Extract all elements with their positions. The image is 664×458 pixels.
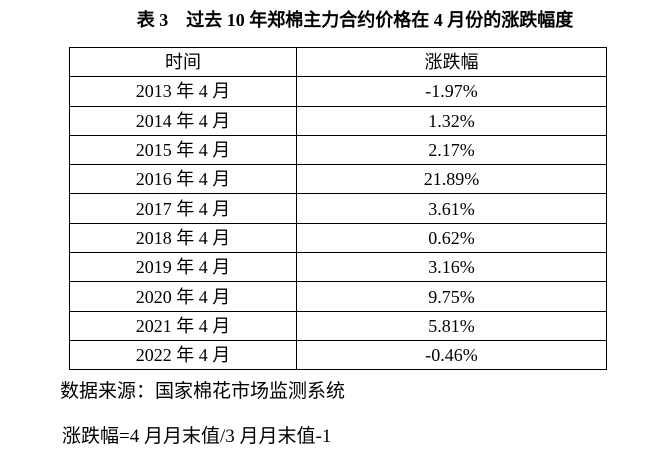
table-cell: 2016 年 4 月 bbox=[69, 164, 297, 195]
table-row: 2022 年 4 月 -0.46% bbox=[69, 339, 607, 371]
table-row: 2014 年 4 月 1.32% bbox=[69, 105, 607, 136]
table-row: 2017 年 4 月 3.61% bbox=[69, 193, 607, 224]
table-title: 过去 10 年郑棉主力合约价格在 4 月份的涨跌幅度 bbox=[186, 10, 574, 30]
table-cell: 2022 年 4 月 bbox=[69, 339, 297, 371]
table-cell: 2019 年 4 月 bbox=[69, 252, 297, 283]
table-row: 2015 年 4 月 2.17% bbox=[69, 134, 607, 166]
table-row: 2019 年 4 月 3.16% bbox=[69, 252, 607, 283]
header-row: 时间 涨跌幅 bbox=[69, 46, 607, 78]
table-cell: 2014 年 4 月 bbox=[69, 105, 297, 136]
table-cell: 0.62% bbox=[296, 222, 607, 254]
column-header: 时间 bbox=[69, 46, 297, 78]
table-row: 2016 年 4 月 21.89% bbox=[69, 164, 607, 195]
table-cell: 2013 年 4 月 bbox=[69, 76, 297, 107]
table-cell: 2017 年 4 月 bbox=[69, 193, 297, 224]
table-cell: 21.89% bbox=[296, 164, 607, 195]
table-row: 2020 年 4 月 9.75% bbox=[69, 281, 607, 312]
table-row: 2021 年 4 月 5.81% bbox=[69, 310, 607, 341]
table-cell: 9.75% bbox=[296, 281, 607, 312]
table-cell: 3.61% bbox=[296, 193, 607, 224]
table-row: 2013 年 4 月 -1.97% bbox=[69, 76, 607, 107]
table-cell: 2020 年 4 月 bbox=[69, 281, 297, 312]
table-cell: 2021 年 4 月 bbox=[69, 310, 297, 341]
table-cell: 2.17% bbox=[296, 134, 607, 166]
column-header: 涨跌幅 bbox=[296, 46, 607, 78]
formula-note: 涨跌幅=4 月月末值/3 月月末值-1 bbox=[62, 426, 332, 447]
table-cell: 2015 年 4 月 bbox=[69, 134, 297, 166]
table-cell: 5.81% bbox=[296, 310, 607, 341]
table-body: 2013 年 4 月 -1.97% 2014 年 4 月 1.32% 2015 年 4 … bbox=[69, 76, 607, 371]
table-cell: 2018 年 4 月 bbox=[69, 222, 297, 254]
source-note: 数据来源：国家棉花市场监测系统 bbox=[60, 381, 346, 402]
table: 时间 涨跌幅 2013 年 4 月 -1.97% 2014 年 4 月 1.32% 2015… bbox=[69, 46, 607, 371]
table-cell: -0.46% bbox=[296, 339, 607, 371]
title: 表 3 过去 10 年郑棉主力合约价格在 4 月份的涨跌幅度 bbox=[0, 6, 664, 32]
table-cell: -1.97% bbox=[296, 76, 607, 107]
table-cell: 3.16% bbox=[296, 252, 607, 283]
table-label: 表 3 bbox=[136, 10, 169, 30]
table-cell: 1.32% bbox=[296, 105, 607, 136]
table-row: 2018 年 4 月 0.62% bbox=[69, 222, 607, 254]
